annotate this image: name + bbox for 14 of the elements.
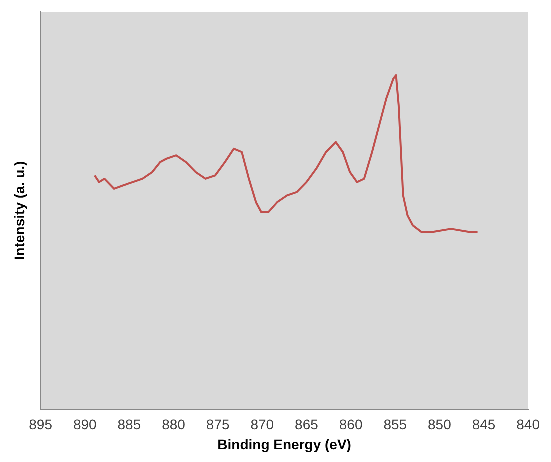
x-tick-label: 865 — [295, 416, 319, 433]
x-tick-label: 890 — [73, 416, 98, 433]
x-tick-label: 840 — [516, 416, 540, 433]
x-tick-label: 845 — [472, 416, 496, 433]
x-axis-title: Binding Energy (eV) — [218, 436, 352, 452]
x-tick-label: 855 — [384, 416, 408, 433]
x-tick-label: 850 — [428, 416, 452, 433]
x-tick-label: 885 — [118, 416, 142, 433]
x-tick-label: 870 — [250, 416, 274, 433]
x-tick-label: 860 — [339, 416, 363, 433]
x-tick-label: 895 — [29, 416, 53, 433]
x-tick-label: 875 — [206, 416, 230, 433]
y-axis-title: Intensity (a. u.) — [11, 161, 28, 260]
x-tick-label: 880 — [162, 416, 186, 433]
